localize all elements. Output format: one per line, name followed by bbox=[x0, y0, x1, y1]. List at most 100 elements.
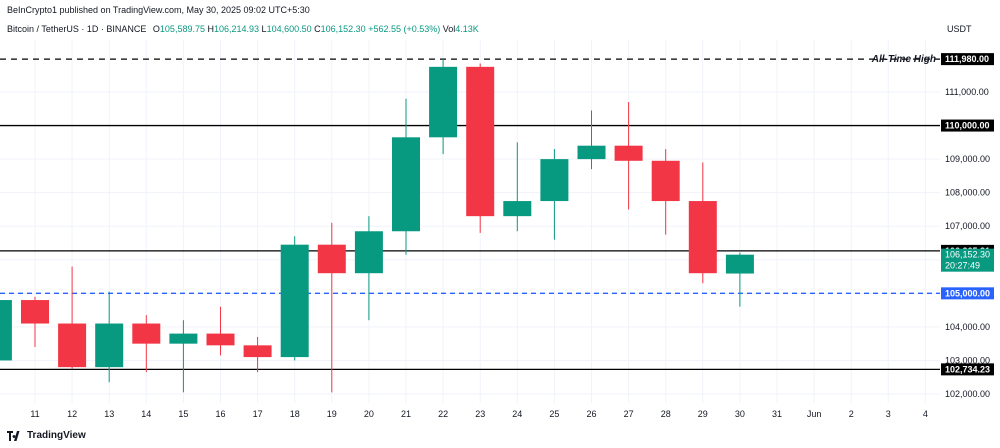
close-value: 106,152.30 bbox=[320, 24, 366, 34]
x-tick-label: 24 bbox=[512, 409, 522, 419]
volume-value: 4.13K bbox=[455, 24, 479, 34]
candle-28[interactable] bbox=[651, 149, 680, 235]
low-value: 104,600.50 bbox=[266, 24, 312, 34]
y-tick-label: 111,000.00 bbox=[945, 87, 989, 97]
candle-23[interactable] bbox=[466, 63, 495, 233]
x-tick-label: 2 bbox=[849, 409, 854, 419]
candle-body bbox=[688, 201, 717, 274]
candle-body bbox=[429, 66, 458, 138]
candle-body bbox=[540, 159, 569, 202]
level-105000-price-label: 105,000.00 bbox=[945, 288, 990, 298]
current-price-label: 106,152.30 bbox=[945, 250, 990, 260]
x-tick-label: 18 bbox=[290, 409, 300, 419]
candle-12[interactable] bbox=[58, 266, 87, 369]
ath-line-price-label: 111,980.00 bbox=[945, 54, 989, 64]
x-tick-label: Jun bbox=[807, 409, 822, 419]
ath-line-price-tag bbox=[941, 53, 994, 66]
candle-17[interactable] bbox=[243, 336, 272, 373]
close-label: C bbox=[314, 24, 321, 34]
candle-body bbox=[354, 231, 383, 274]
level-105000-price-tag bbox=[941, 287, 994, 300]
support-102734-price-label: 102,734.23 bbox=[945, 364, 990, 374]
currency-label[interactable]: USDT bbox=[947, 24, 972, 34]
x-tick-label: 14 bbox=[141, 409, 151, 419]
x-tick-label: 25 bbox=[549, 409, 559, 419]
current-price-tag bbox=[941, 248, 994, 272]
candle-body bbox=[243, 345, 272, 358]
candle-body bbox=[169, 333, 198, 344]
candle-body bbox=[206, 333, 235, 346]
x-tick-label: 13 bbox=[104, 409, 114, 419]
x-tick-label: 12 bbox=[67, 409, 77, 419]
volume-label: Vol bbox=[442, 24, 456, 34]
all-time-high-annotation: All-Time High bbox=[871, 54, 936, 65]
y-tick-label: 104,000.00 bbox=[945, 322, 990, 332]
candle-body bbox=[651, 160, 680, 202]
candle-body bbox=[317, 244, 346, 274]
y-tick-label: 109,000.00 bbox=[945, 154, 990, 164]
x-tick-label: 30 bbox=[735, 409, 745, 419]
candle-29[interactable] bbox=[688, 162, 717, 284]
x-tick-label: 21 bbox=[401, 409, 411, 419]
candle-15[interactable] bbox=[169, 320, 198, 393]
resistance-110000-price-tag bbox=[941, 119, 994, 132]
x-tick-label: 20 bbox=[364, 409, 374, 419]
low-label: L bbox=[261, 24, 267, 34]
symbol-name: Bitcoin / TetherUS · 1D · BINANCE bbox=[7, 24, 147, 34]
candle-11[interactable] bbox=[21, 296, 49, 348]
bar-countdown-label: 20:27:49 bbox=[945, 261, 980, 271]
y-tick-label: 102,000.00 bbox=[945, 389, 990, 399]
candle-25[interactable] bbox=[540, 149, 569, 240]
candle-14[interactable] bbox=[132, 315, 161, 373]
candle-20[interactable] bbox=[354, 216, 383, 321]
x-tick-label: 28 bbox=[661, 409, 671, 419]
resistance-110000-price-label: 110,000.00 bbox=[945, 121, 990, 131]
x-tick-label: 17 bbox=[253, 409, 263, 419]
x-tick-label: 22 bbox=[438, 409, 448, 419]
tradingview-logo-icon bbox=[7, 430, 20, 441]
high-label: H bbox=[207, 24, 214, 34]
candle-body bbox=[58, 323, 87, 368]
x-tick-label: 27 bbox=[624, 409, 634, 419]
candle-24[interactable] bbox=[503, 142, 532, 232]
candle-22[interactable] bbox=[429, 59, 458, 155]
candle-10[interactable] bbox=[0, 297, 12, 362]
candle-19[interactable] bbox=[317, 222, 346, 393]
candle-body bbox=[725, 254, 754, 274]
high-value: 106,214.93 bbox=[213, 24, 260, 34]
x-tick-label: 26 bbox=[586, 409, 596, 419]
publisher-line: BeInCrypto1 published on TradingView.com… bbox=[7, 5, 310, 15]
x-tick-label: 15 bbox=[178, 409, 188, 419]
x-tick-label: 4 bbox=[923, 409, 928, 419]
tradingview-brand: TradingView bbox=[27, 430, 86, 441]
x-tick-label: 31 bbox=[772, 409, 782, 419]
candle-body bbox=[466, 66, 495, 217]
x-tick-label: 19 bbox=[327, 409, 337, 419]
tradingview-logo[interactable]: TradingView bbox=[7, 430, 86, 441]
candle-30[interactable] bbox=[725, 252, 754, 307]
candle-21[interactable] bbox=[392, 98, 420, 255]
candle-body bbox=[392, 137, 420, 232]
time-axis: 11 12 13 14 15 16 17 18 19 20 21 22 23 24 25 26 27 28 29 30… bbox=[30, 409, 928, 419]
candle-13[interactable] bbox=[95, 291, 124, 383]
candle-body bbox=[132, 323, 161, 344]
candle-18[interactable] bbox=[280, 236, 309, 361]
symbol-ohlc-line: Bitcoin / TetherUS · 1D · BINANCE O105,5… bbox=[7, 24, 479, 34]
open-label: O bbox=[152, 24, 160, 34]
candle-16[interactable] bbox=[206, 306, 235, 356]
candle-26[interactable] bbox=[577, 110, 606, 170]
candle-body bbox=[21, 300, 49, 324]
support-102734-price-tag bbox=[941, 363, 994, 376]
y-tick-label: 103,000.00 bbox=[945, 355, 990, 365]
x-tick-label: 11 bbox=[30, 409, 39, 419]
candle-body bbox=[614, 145, 643, 161]
candles bbox=[0, 59, 754, 393]
candle-body bbox=[280, 244, 309, 358]
y-tick-label: 108,000.00 bbox=[945, 188, 990, 198]
x-tick-label: 16 bbox=[215, 409, 225, 419]
change-value: +562.55 (+0.53%) bbox=[368, 24, 441, 34]
candle-27[interactable] bbox=[614, 102, 643, 210]
x-tick-label: 23 bbox=[475, 409, 485, 419]
x-tick-label: 29 bbox=[698, 409, 708, 419]
